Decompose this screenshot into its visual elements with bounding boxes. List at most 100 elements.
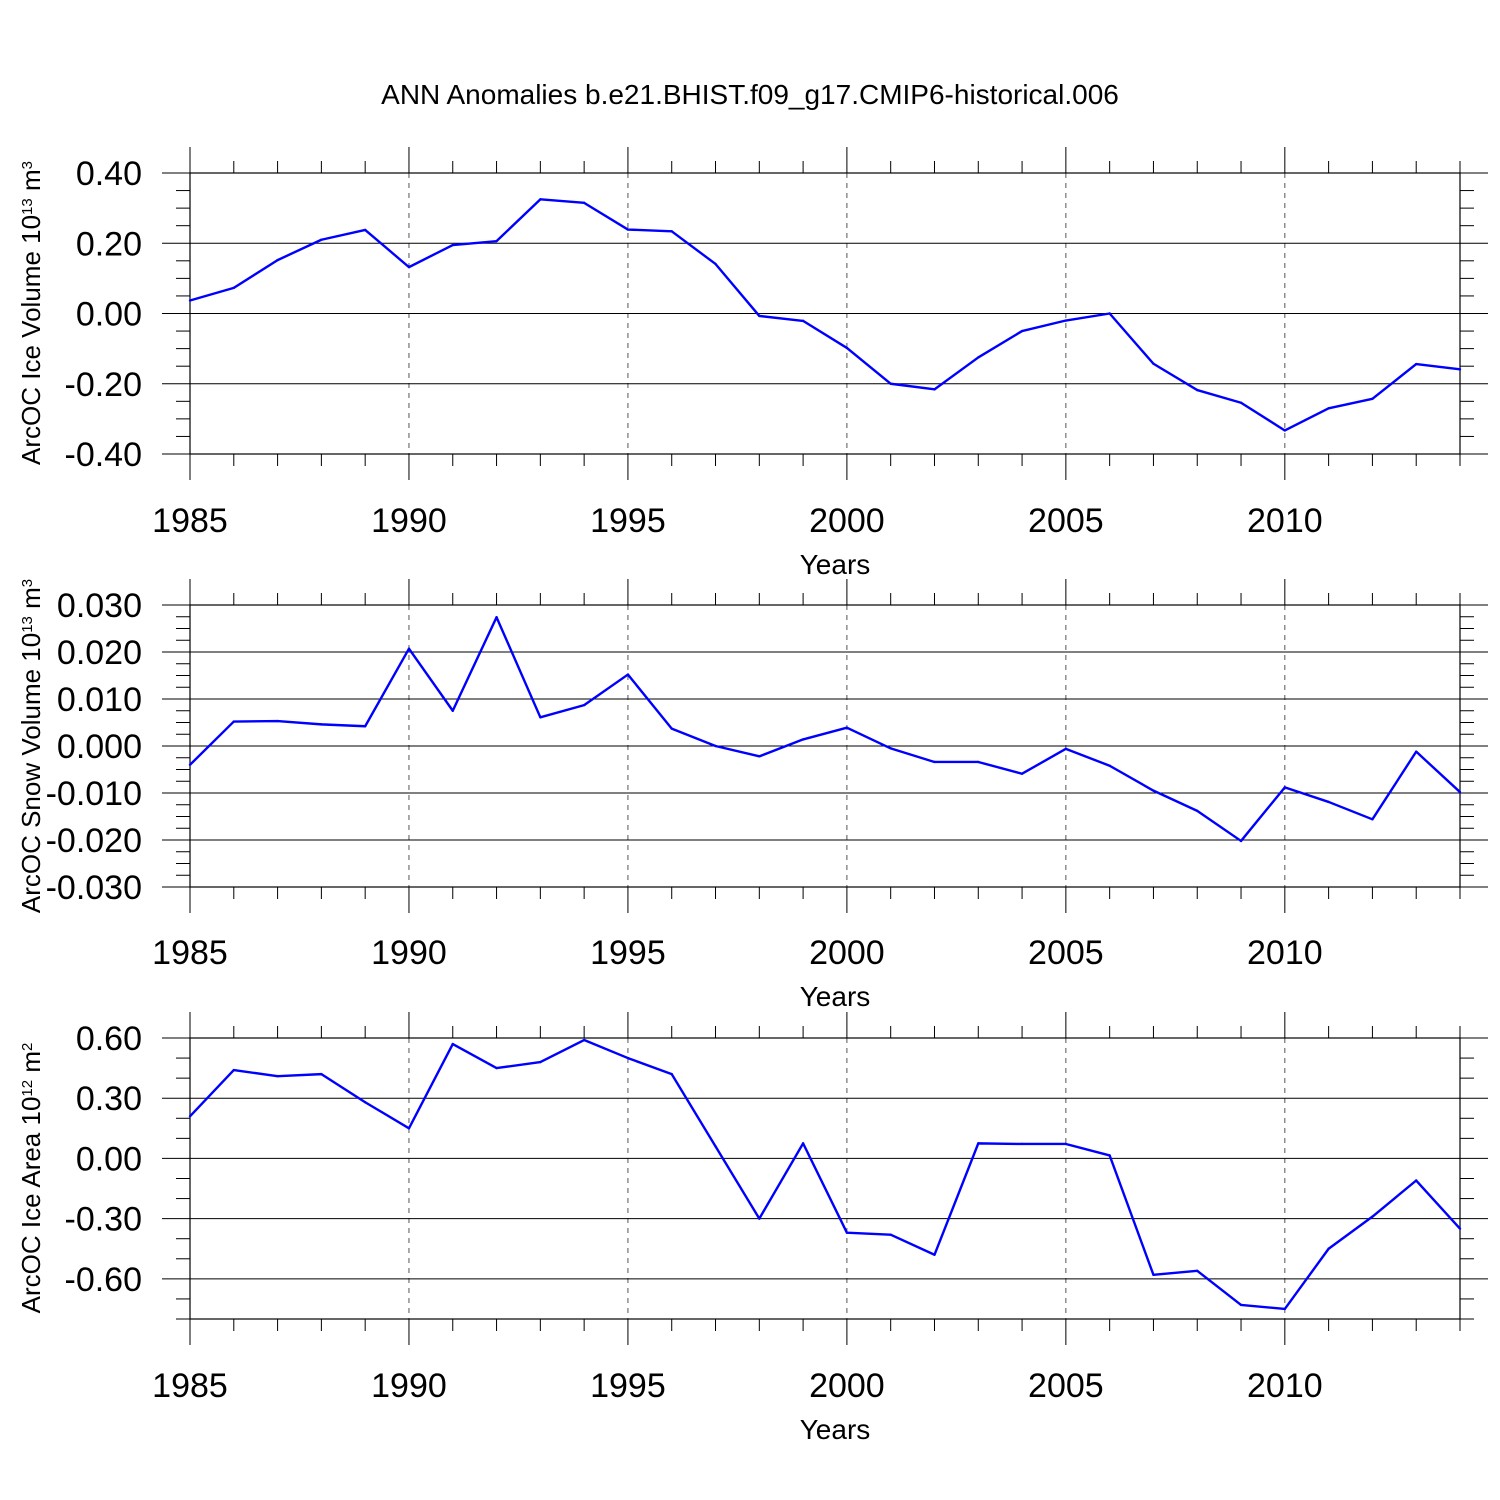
y-tick-label: -0.60 [65,1261,143,1299]
chart-panel-1: 1985 1990 1995 2000 2005 2010 0.40 0.20 0.00 -0.2… [16,147,1488,580]
x-tick-label: 2005 [1028,502,1104,540]
data-point [1371,397,1374,401]
x-tick-label: 2005 [1028,934,1104,972]
data-point [1283,786,1287,789]
data-point [539,716,542,719]
data-point [451,243,454,247]
y-tick-label: -0.020 [46,822,142,860]
y-tick-label: -0.030 [46,869,142,907]
y-axis-label-superscript: 2 [19,1043,36,1051]
data-point [889,1233,892,1236]
data-point [1064,1142,1068,1146]
x-tick-label: 2000 [809,502,885,540]
data-point [670,230,673,233]
panels: 1985 1990 1995 2000 2005 2010 0.40 0.20 0.00 -0.2… [16,147,1488,1445]
data-point [1415,1179,1418,1182]
y-axis-label-text: ArcOC Snow Volume 10 [16,633,46,913]
y-tick-label: 0.00 [76,1140,142,1178]
data-point [363,228,367,232]
data-point [1020,772,1024,775]
y-axis-label-text: ArcOC Ice Volume 10 [16,215,46,465]
y-axis-label-text: m [16,169,46,198]
data-point [451,709,454,712]
x-tick-label: 1985 [152,502,228,540]
data-point [977,760,980,764]
data-point [1283,429,1287,432]
data-point [933,1253,936,1256]
y-axis-label-text: ArcOC Ice Area 10 [16,1097,46,1314]
data-point [1152,1273,1155,1277]
data-point [889,747,892,750]
data-point [188,1115,192,1118]
data-point [276,719,279,723]
data-point [1196,388,1199,392]
data-point [582,201,586,205]
y-tick-label: -0.40 [65,436,143,474]
data-point [801,319,805,323]
data-point [1415,362,1418,366]
data-point [1196,809,1199,813]
plot-frame [189,1037,1461,1320]
data-point [539,198,542,201]
y-axis-label: ArcOC Snow Volume 1013 m3 [16,579,46,913]
data-point [1283,1307,1287,1311]
data-point [1371,1215,1374,1218]
data-point [320,238,323,241]
data-point [1108,312,1111,315]
data-point [933,760,936,764]
x-tick-label: 2000 [809,1367,885,1405]
data-point [933,388,936,391]
data-point [1020,1142,1024,1146]
y-tick-label: 0.40 [76,155,142,193]
y-axis-label-superscript: 13 [19,616,36,633]
x-tick-label: 2010 [1247,1367,1323,1405]
data-point [320,1072,323,1076]
y-tick-label: 0.030 [57,587,142,625]
y-axis-label-superscript: 3 [19,161,36,169]
data-point [758,755,761,758]
data-point [1108,1154,1111,1157]
data-point [758,314,761,318]
data-point [1108,764,1111,767]
data-point [977,1142,980,1145]
data-point [582,703,586,707]
data-point [1415,750,1418,753]
figure-title: ANN Anomalies b.e21.BHIST.f09_g17.CMIP6-… [381,79,1119,110]
y-tick-label: 0.010 [57,681,142,719]
data-point [1327,1247,1330,1250]
data-point [801,738,805,741]
data-point [407,1127,411,1130]
data-point [758,1217,761,1220]
data-point [188,763,192,766]
data-point [1064,747,1068,751]
data-point [363,725,367,728]
y-axis-label-text: m [16,587,46,616]
data-point [539,1060,542,1064]
data-point [714,262,717,266]
data-point [1239,401,1243,404]
y-tick-label: 0.00 [76,296,142,334]
data-point [1458,790,1462,794]
y-tick-label: 0.000 [57,728,142,766]
x-tick-label: 1990 [371,934,447,972]
data-point [1196,1269,1199,1273]
y-tick-label: -0.010 [46,775,142,813]
data-point [845,726,849,729]
data-point [1327,800,1330,804]
data-point [407,265,411,269]
y-axis-label-text: m [16,1051,46,1080]
chart-panel-3: 1985 1990 1995 2000 2005 2010 0.60 0.30 0.00 -0.3… [16,1012,1488,1445]
data-point [845,346,849,350]
data-point [1239,839,1243,843]
series-line [189,616,1461,843]
data-point [1239,1303,1243,1307]
y-axis-label: ArcOC Ice Area 1012 m2 [16,1043,46,1314]
series-line [189,1038,1461,1311]
data-point [1371,818,1374,821]
data-point [232,720,235,723]
x-tick-label: 1985 [152,934,228,972]
data-point [626,228,630,231]
data-point [1458,368,1462,371]
y-tick-label: -0.20 [65,366,143,404]
chart-panel-2: 1985 1990 1995 2000 2005 2010 0.030 0.020 0.010 0… [16,579,1488,1012]
